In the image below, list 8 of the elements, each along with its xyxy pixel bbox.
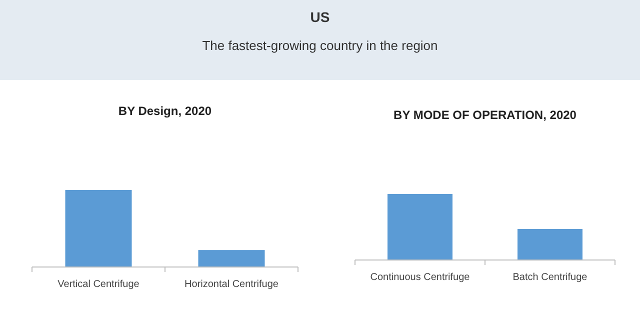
chart-title: BY Design, 2020 [118,104,212,118]
text: The fastest-growing country in the region [202,38,438,53]
x-tick-label: Horizontal Centrifuge [184,279,279,290]
x-tick-label: Vertical Centrifuge [58,279,140,290]
x-tick-label: Batch Centrifuge [512,272,588,283]
chart-title: BY MODE OF OPERATION, 2020 [394,108,577,122]
x-tick-label: Continuous Centrifuge [370,272,470,283]
text: US [310,9,330,25]
